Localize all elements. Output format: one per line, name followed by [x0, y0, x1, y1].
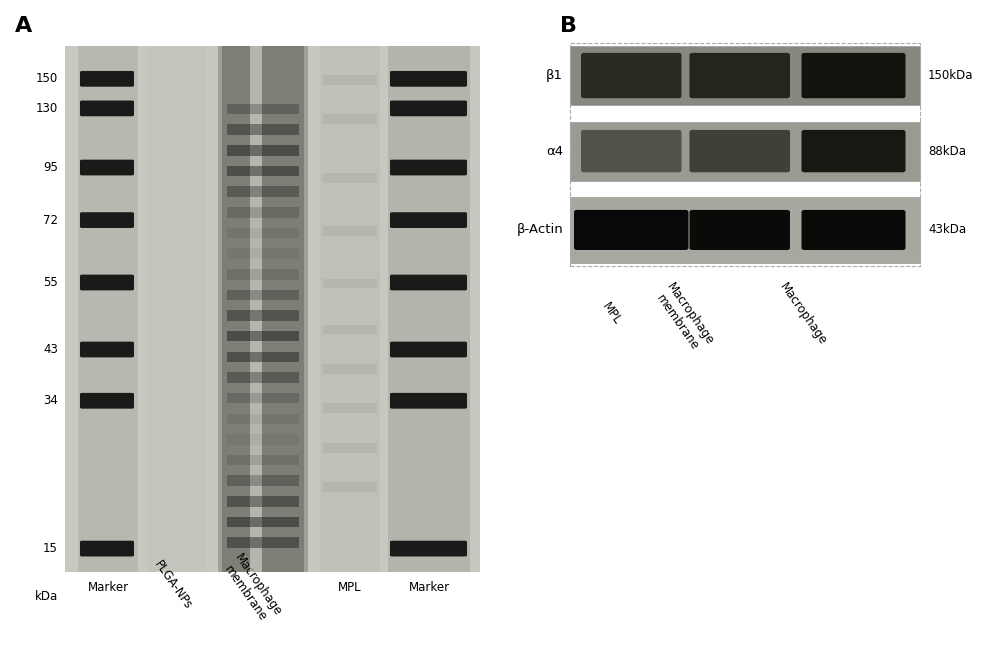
Text: Marker: Marker [87, 581, 129, 595]
Bar [227, 248, 299, 259]
Bar [227, 310, 299, 321]
Bar [227, 476, 299, 486]
Bar [227, 393, 299, 403]
Bar [227, 351, 299, 362]
Text: A: A [15, 16, 32, 36]
Bar [227, 434, 299, 445]
FancyBboxPatch shape [80, 71, 134, 87]
Text: 88kDa: 88kDa [928, 145, 966, 158]
Bar [227, 207, 299, 217]
FancyBboxPatch shape [689, 130, 790, 172]
FancyBboxPatch shape [390, 71, 467, 87]
Bar [323, 279, 377, 288]
FancyBboxPatch shape [80, 275, 134, 290]
Bar [227, 517, 299, 528]
Text: Macrophage
membrane: Macrophage membrane [219, 552, 284, 627]
Text: 130: 130 [36, 102, 58, 115]
Text: Marker: Marker [408, 581, 450, 595]
Bar [570, 197, 920, 263]
Bar [227, 496, 299, 507]
FancyBboxPatch shape [689, 53, 790, 99]
Text: 95: 95 [43, 161, 58, 174]
FancyBboxPatch shape [574, 210, 688, 250]
Bar [227, 166, 299, 176]
FancyBboxPatch shape [390, 275, 467, 290]
FancyBboxPatch shape [390, 541, 467, 556]
Bar [227, 331, 299, 342]
Text: 72: 72 [43, 214, 58, 227]
Text: 43kDa: 43kDa [928, 223, 966, 237]
FancyBboxPatch shape [802, 53, 906, 99]
Bar [227, 290, 299, 300]
Text: PLGA-NPs: PLGA-NPs [151, 558, 194, 612]
Text: β1: β1 [546, 69, 563, 82]
FancyBboxPatch shape [80, 101, 134, 116]
Text: β-Actin: β-Actin [516, 223, 563, 237]
Text: 150kDa: 150kDa [928, 69, 974, 82]
FancyBboxPatch shape [390, 393, 467, 409]
Bar [323, 364, 377, 374]
Bar [227, 124, 299, 135]
FancyBboxPatch shape [802, 130, 906, 172]
FancyBboxPatch shape [802, 210, 906, 250]
Bar [65, 46, 480, 572]
Bar [570, 43, 920, 266]
Text: B: B [560, 16, 577, 36]
Text: Macrophage
membrane: Macrophage membrane [651, 281, 716, 356]
FancyBboxPatch shape [390, 101, 467, 116]
Bar [323, 443, 377, 453]
FancyBboxPatch shape [80, 393, 134, 409]
Text: 15: 15 [43, 542, 58, 555]
Text: Macrophage: Macrophage [777, 281, 829, 348]
Bar [78, 46, 138, 572]
Bar [250, 46, 262, 572]
Text: α4: α4 [546, 145, 563, 158]
FancyBboxPatch shape [80, 212, 134, 228]
FancyBboxPatch shape [390, 160, 467, 175]
Bar [222, 46, 304, 572]
Bar [218, 46, 308, 572]
Bar [227, 187, 299, 197]
Bar [227, 104, 299, 114]
Bar [148, 46, 206, 572]
Bar [570, 122, 920, 181]
Bar [323, 75, 377, 85]
Bar [227, 413, 299, 424]
Text: MPL: MPL [600, 300, 624, 327]
Bar [323, 114, 377, 124]
Text: 34: 34 [43, 394, 58, 407]
Text: kDa: kDa [35, 590, 58, 603]
Bar [227, 145, 299, 156]
Bar [323, 403, 377, 413]
FancyBboxPatch shape [80, 160, 134, 175]
Bar [323, 173, 377, 183]
FancyBboxPatch shape [581, 53, 682, 99]
Bar [323, 226, 377, 236]
FancyBboxPatch shape [80, 541, 134, 556]
FancyBboxPatch shape [689, 210, 790, 250]
FancyBboxPatch shape [80, 342, 134, 357]
Text: 150: 150 [36, 72, 58, 85]
Bar [227, 373, 299, 383]
Bar [227, 269, 299, 279]
Bar [227, 455, 299, 465]
FancyBboxPatch shape [390, 212, 467, 228]
FancyBboxPatch shape [390, 342, 467, 357]
Bar [323, 482, 377, 492]
Bar [570, 46, 920, 105]
FancyBboxPatch shape [581, 130, 682, 172]
Text: 43: 43 [43, 343, 58, 356]
Bar [388, 46, 470, 572]
Bar [227, 537, 299, 548]
Text: 55: 55 [43, 276, 58, 289]
Bar [227, 228, 299, 238]
Bar [320, 46, 380, 572]
Bar [323, 325, 377, 334]
Text: MPL: MPL [338, 581, 362, 595]
